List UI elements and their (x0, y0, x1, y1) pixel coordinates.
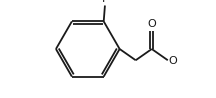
Text: O: O (168, 56, 177, 66)
Text: O: O (147, 19, 156, 29)
Text: F: F (102, 0, 108, 4)
